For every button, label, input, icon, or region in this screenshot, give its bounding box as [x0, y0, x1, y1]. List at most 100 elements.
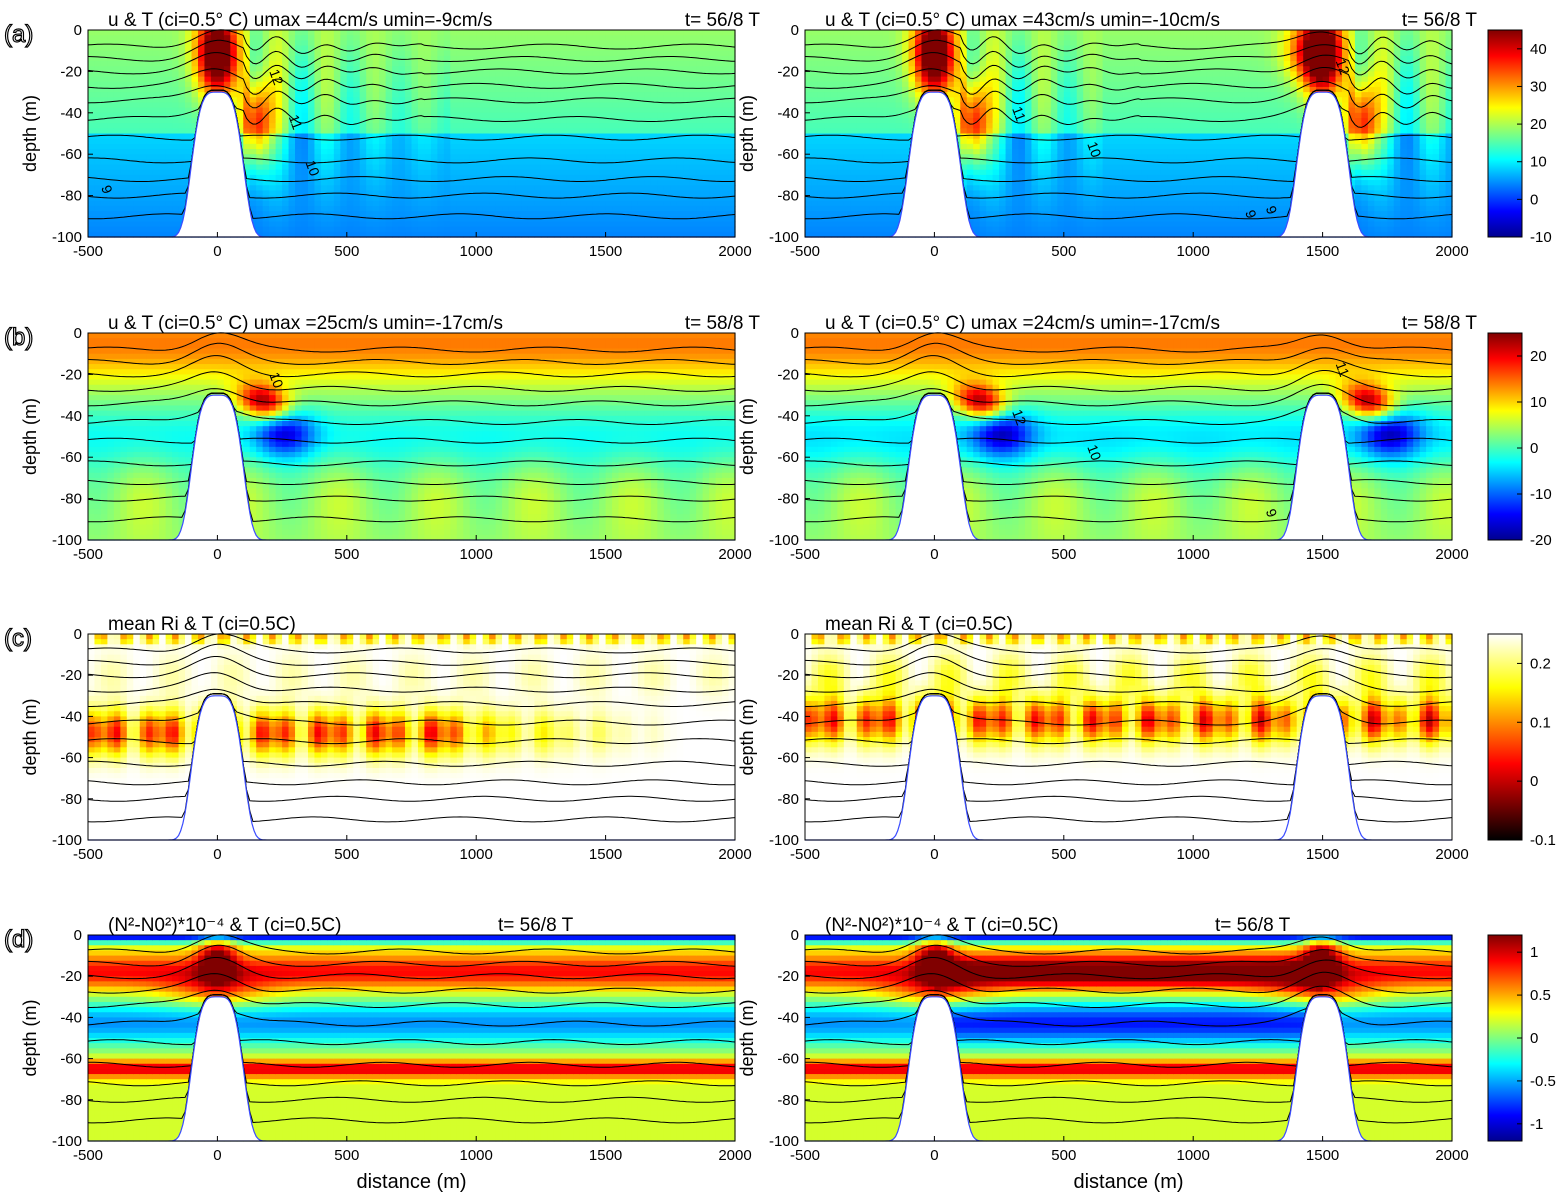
- y-tick-label: 0: [74, 22, 82, 39]
- heatmap-cell: [534, 180, 541, 186]
- heatmap-cell: [619, 180, 626, 186]
- heatmap-cell: [373, 61, 380, 67]
- heatmap-cell: [709, 128, 716, 134]
- heatmap-cell: [424, 92, 431, 98]
- heatmap-cell: [547, 82, 554, 88]
- heatmap-cell: [599, 123, 606, 129]
- heatmap-cell: [709, 165, 716, 171]
- heatmap-cell: [347, 227, 354, 233]
- heatmap-cell: [625, 196, 632, 202]
- heatmap-cell: [483, 71, 490, 77]
- heatmap-cell: [863, 201, 870, 207]
- heatmap-cell: [870, 128, 877, 134]
- heatmap-cell: [314, 61, 321, 67]
- heatmap-cell: [541, 196, 548, 202]
- heatmap-cell: [334, 170, 341, 176]
- heatmap-cell: [651, 175, 658, 181]
- heatmap-cell: [850, 113, 857, 119]
- heatmap-cell: [651, 102, 658, 108]
- heatmap-cell: [379, 211, 386, 217]
- heatmap-cell: [657, 149, 664, 155]
- heatmap-cell: [483, 82, 490, 88]
- heatmap-cell: [133, 227, 140, 233]
- heatmap-cell: [896, 134, 903, 140]
- heatmap-cell: [593, 154, 600, 160]
- heatmap-cell: [502, 108, 509, 114]
- heatmap-cell: [534, 61, 541, 67]
- heatmap-cell: [677, 190, 684, 196]
- heatmap-cell: [379, 113, 386, 119]
- heatmap-cell: [586, 102, 593, 108]
- heatmap-cell: [424, 201, 431, 207]
- y-tick-label: -100: [52, 229, 82, 246]
- heatmap-cell: [340, 35, 347, 41]
- heatmap-cell: [392, 51, 399, 57]
- heatmap-cell: [805, 97, 812, 103]
- heatmap-cell: [127, 56, 134, 62]
- heatmap-cell: [857, 51, 864, 57]
- heatmap-cell: [586, 46, 593, 52]
- heatmap-cell: [528, 206, 535, 212]
- heatmap-cell: [915, 77, 922, 83]
- heatmap-cell: [276, 46, 283, 52]
- heatmap-cell: [405, 201, 412, 207]
- heatmap-cell: [696, 144, 703, 150]
- heatmap-cell: [120, 201, 127, 207]
- heatmap-cell: [431, 77, 438, 83]
- heatmap-cell: [580, 144, 587, 150]
- heatmap-cell: [476, 196, 483, 202]
- heatmap-cell: [690, 185, 697, 191]
- heatmap-cell: [418, 118, 425, 124]
- heatmap-cell: [347, 201, 354, 207]
- heatmap-cell: [876, 144, 883, 150]
- heatmap-cell: [619, 46, 626, 52]
- heatmap-cell: [101, 216, 108, 222]
- heatmap-cell: [496, 196, 503, 202]
- heatmap-cell: [554, 108, 561, 114]
- heatmap-cell: [437, 154, 444, 160]
- heatmap-cell: [651, 206, 658, 212]
- heatmap-cell: [94, 92, 101, 98]
- heatmap-cell: [638, 175, 645, 181]
- heatmap-cell: [644, 221, 651, 227]
- heatmap-cell: [818, 227, 825, 233]
- heatmap-cell: [863, 66, 870, 72]
- heatmap-cell: [179, 82, 186, 88]
- heatmap-cell: [716, 185, 723, 191]
- heatmap-cell: [664, 30, 671, 36]
- heatmap-cell: [127, 227, 134, 233]
- heatmap-cell: [127, 201, 134, 207]
- heatmap-cell: [521, 154, 528, 160]
- heatmap-cell: [379, 87, 386, 93]
- heatmap-cell: [457, 108, 464, 114]
- heatmap-cell: [683, 40, 690, 46]
- heatmap-cell: [586, 128, 593, 134]
- heatmap-cell: [366, 46, 373, 52]
- heatmap-cell: [818, 154, 825, 160]
- heatmap-cell: [580, 128, 587, 134]
- heatmap-cell: [580, 108, 587, 114]
- heatmap-cell: [664, 35, 671, 41]
- heatmap-cell: [837, 190, 844, 196]
- heatmap-cell: [437, 77, 444, 83]
- heatmap-cell: [360, 71, 367, 77]
- heatmap-cell: [612, 108, 619, 114]
- heatmap-cell: [593, 128, 600, 134]
- heatmap-cell: [146, 128, 153, 134]
- heatmap-cell: [373, 154, 380, 160]
- heatmap-cell: [644, 180, 651, 186]
- heatmap-cell: [612, 216, 619, 222]
- heatmap-cell: [606, 221, 613, 227]
- heatmap-cell: [805, 82, 812, 88]
- heatmap-cell: [172, 170, 179, 176]
- heatmap-cell: [625, 51, 632, 57]
- heatmap-cell: [703, 190, 710, 196]
- heatmap-cell: [560, 170, 567, 176]
- heatmap-cell: [340, 185, 347, 191]
- heatmap-cell: [263, 211, 270, 217]
- heatmap-cell: [140, 123, 147, 129]
- heatmap-cell: [670, 97, 677, 103]
- heatmap-cell: [567, 30, 574, 36]
- heatmap-cell: [690, 92, 697, 98]
- heatmap-cell: [496, 30, 503, 36]
